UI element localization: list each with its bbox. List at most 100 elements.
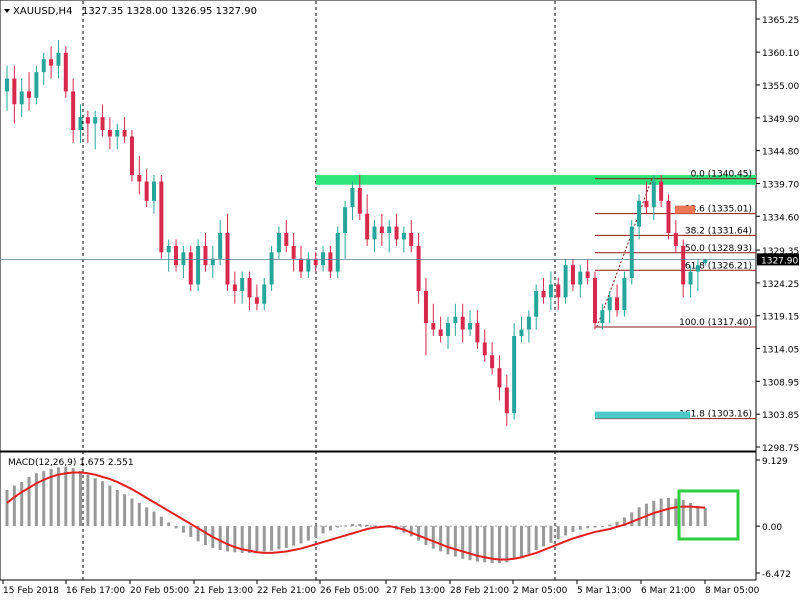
candle-body bbox=[159, 181, 164, 253]
candle-body bbox=[423, 290, 428, 324]
time-tick-label-1: 16 Feb 17:00 bbox=[66, 586, 125, 596]
fib-level-label-4: 61.8 (1326.21) bbox=[685, 261, 752, 271]
candle bbox=[181, 245, 186, 279]
main-panel-frame bbox=[0, 0, 757, 452]
candle-body bbox=[93, 117, 98, 124]
candle bbox=[651, 175, 656, 221]
macd-bar bbox=[527, 526, 531, 554]
macd-bar bbox=[586, 526, 590, 529]
macd-bar bbox=[439, 526, 443, 552]
candle bbox=[328, 245, 333, 279]
candle bbox=[541, 278, 546, 304]
candle bbox=[100, 104, 105, 137]
candle-body bbox=[556, 284, 561, 298]
ohlc-readout: 1327.35 1328.00 1326.95 1327.90 bbox=[82, 6, 257, 17]
candle-body bbox=[629, 226, 634, 279]
macd-bar bbox=[461, 526, 465, 559]
candle-body bbox=[71, 91, 76, 131]
price-tick-label-9: 1319.15 bbox=[762, 313, 799, 323]
macd-bar bbox=[233, 526, 237, 553]
macd-bar bbox=[373, 525, 376, 527]
macd-bar bbox=[674, 498, 678, 527]
price-tick-label-5: 1339.70 bbox=[762, 180, 799, 190]
macd-bar bbox=[696, 505, 700, 527]
candle bbox=[313, 252, 318, 272]
macd-bar bbox=[49, 468, 53, 527]
macd-bar bbox=[497, 526, 501, 564]
fib-level-label-3: 50.0 (1328.93) bbox=[685, 244, 752, 254]
macd-bar bbox=[27, 476, 31, 527]
candle-body bbox=[673, 233, 678, 246]
candle-body bbox=[409, 233, 414, 246]
candle-body bbox=[291, 245, 296, 259]
candle bbox=[78, 104, 83, 143]
candle bbox=[468, 310, 473, 336]
candle bbox=[644, 181, 649, 214]
macd-bar bbox=[417, 526, 421, 541]
macd-bar bbox=[226, 526, 229, 552]
candle bbox=[423, 278, 428, 356]
time-tick-label-4: 22 Feb 21:00 bbox=[257, 586, 316, 596]
macd-bar bbox=[578, 526, 582, 530]
candle-body bbox=[372, 226, 377, 240]
candle bbox=[262, 278, 267, 311]
candle bbox=[71, 78, 76, 143]
macd-label: MACD(12,26,9) 1.675 2.551 bbox=[8, 458, 134, 468]
price-tick-label-8: 1324.25 bbox=[762, 280, 799, 290]
candle-body bbox=[41, 59, 46, 73]
candle bbox=[188, 245, 193, 291]
macd-bar bbox=[593, 526, 597, 528]
macd-bar bbox=[667, 497, 670, 527]
candle bbox=[41, 52, 46, 85]
candle bbox=[56, 39, 61, 79]
fib-marker bbox=[675, 205, 695, 214]
candle-body bbox=[666, 200, 671, 233]
candle-body bbox=[137, 175, 142, 182]
candle bbox=[63, 46, 68, 98]
candle bbox=[490, 342, 495, 375]
macd-tick-label-2: -6.472 bbox=[762, 570, 791, 580]
candle bbox=[578, 265, 583, 298]
macd-bar bbox=[159, 516, 163, 527]
candle bbox=[122, 117, 127, 143]
time-tick-label-9: 5 Mar 13:00 bbox=[577, 586, 632, 596]
candle-body bbox=[210, 258, 215, 266]
candle-body bbox=[394, 226, 399, 240]
candle bbox=[703, 258, 708, 266]
candle-body bbox=[490, 355, 495, 369]
candle-body bbox=[512, 335, 517, 414]
candle bbox=[431, 303, 436, 336]
time-tick-label-10: 6 Mar 21:00 bbox=[641, 586, 696, 596]
candle bbox=[19, 78, 24, 118]
macd-bar bbox=[86, 474, 90, 527]
candle bbox=[607, 290, 612, 324]
candle-body bbox=[49, 59, 54, 66]
macd-bar bbox=[218, 526, 222, 551]
dropdown-arrow-icon[interactable] bbox=[4, 9, 10, 13]
macd-bar bbox=[703, 508, 707, 527]
candle-body bbox=[78, 117, 83, 131]
macd-bar bbox=[93, 478, 97, 527]
candle-body bbox=[100, 117, 105, 131]
candle bbox=[534, 284, 539, 330]
candle-body bbox=[232, 284, 237, 291]
price-tick-label-2: 1355.00 bbox=[762, 82, 799, 92]
candle-body bbox=[144, 181, 149, 201]
candle-body bbox=[218, 233, 223, 259]
candle-body bbox=[306, 258, 311, 272]
candle-body bbox=[328, 252, 333, 272]
symbol-label: XAUUSD,H4 bbox=[13, 6, 72, 17]
macd-bar bbox=[240, 526, 244, 553]
macd-bar bbox=[549, 526, 553, 543]
candle-body bbox=[203, 245, 208, 266]
candle bbox=[637, 194, 642, 240]
candle-body bbox=[34, 72, 39, 98]
price-tick-label-1: 1360.10 bbox=[762, 49, 799, 59]
candle bbox=[203, 233, 208, 272]
candle-body bbox=[453, 316, 458, 324]
candle bbox=[460, 303, 465, 343]
candle bbox=[276, 226, 281, 259]
candle-body bbox=[299, 258, 303, 272]
candle-body bbox=[585, 271, 590, 279]
macd-bar bbox=[277, 526, 281, 550]
